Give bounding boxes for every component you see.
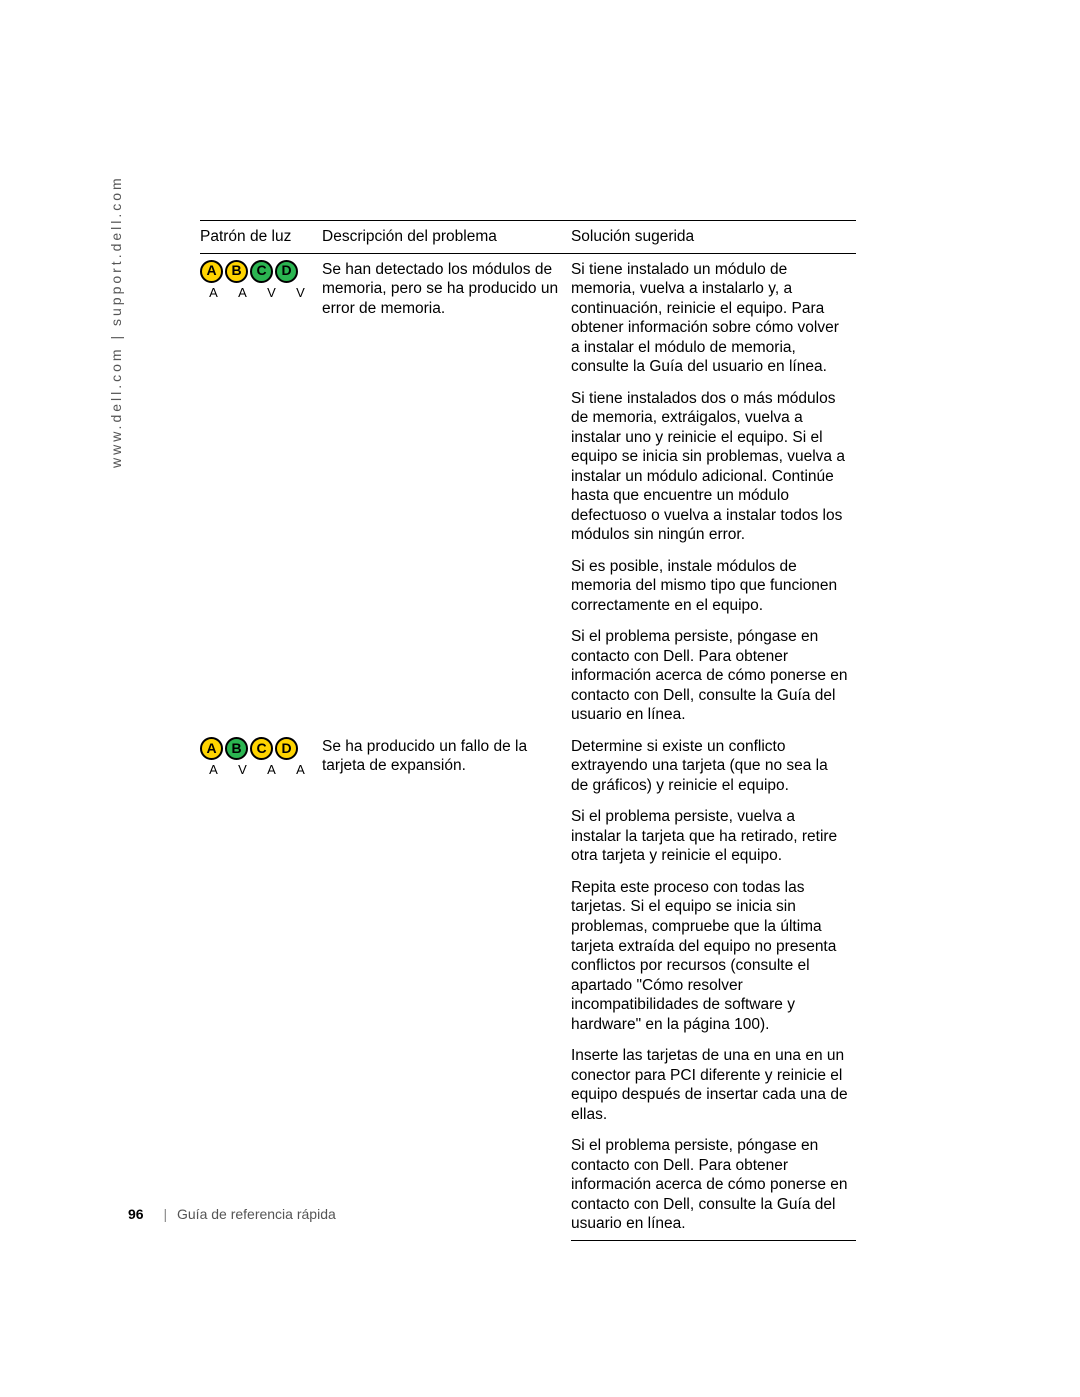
table-row: ABCDAAVVSe han detectado los módulos de … — [200, 253, 856, 383]
diagnostic-light-icon: A — [200, 737, 223, 760]
light-label: A — [229, 285, 256, 301]
solution-cell: Si el problema persiste, vuelva a instal… — [571, 801, 856, 872]
labels-row: AVAA — [200, 762, 314, 778]
light-label: V — [258, 285, 285, 301]
solution-text: Si es posible, instale módulos de memori… — [571, 557, 848, 616]
diagnostic-light-icon: C — [250, 737, 273, 760]
diagnostic-light-icon: C — [250, 260, 273, 283]
header-description: Descripción del problema — [322, 221, 571, 254]
light-label: V — [287, 285, 314, 301]
solution-cell: Si tiene instalados dos o más módulos de… — [571, 383, 856, 551]
solution-text: Determine si existe un conflicto extraye… — [571, 737, 848, 796]
light-label: A — [287, 762, 314, 778]
light-pattern: ABCDAAVV — [200, 260, 314, 301]
page-footer: 96 | Guía de referencia rápida — [128, 1206, 336, 1222]
page-number: 96 — [128, 1206, 144, 1222]
solution-text: Si el problema persiste, vuelva a instal… — [571, 807, 848, 866]
solution-cell: Inserte las tarjetas de una en una en un… — [571, 1040, 856, 1130]
solution-cell: Si tiene instalado un módulo de memoria,… — [571, 253, 856, 383]
footer-title: Guía de referencia rápida — [177, 1206, 336, 1222]
description-cell: Se ha producido un fallo de la tarjeta d… — [322, 731, 571, 1240]
lights-row: ABCD — [200, 737, 298, 760]
lights-row: ABCD — [200, 260, 298, 283]
table-header-row: Patrón de luz Descripción del problema S… — [200, 221, 856, 254]
footer-separator: | — [163, 1206, 167, 1222]
solution-cell: Si es posible, instale módulos de memori… — [571, 551, 856, 622]
light-pattern: ABCDAVAA — [200, 737, 314, 778]
solution-text: Si el problema persiste, póngase en cont… — [571, 627, 848, 725]
diagnostic-light-icon: B — [225, 737, 248, 760]
table-body: ABCDAAVVSe han detectado los módulos de … — [200, 253, 856, 1240]
solution-text: Si tiene instalado un módulo de memoria,… — [571, 260, 848, 377]
solution-cell: Repita este proceso con todas las tarjet… — [571, 872, 856, 1040]
solution-text: Si el problema persiste, póngase en cont… — [571, 1136, 848, 1234]
light-label: V — [229, 762, 256, 778]
diagnostic-light-icon: B — [225, 260, 248, 283]
header-pattern: Patrón de luz — [200, 221, 322, 254]
light-label: A — [258, 762, 285, 778]
labels-row: AAVV — [200, 285, 314, 301]
solution-cell: Si el problema persiste, póngase en cont… — [571, 1130, 856, 1240]
solution-text: Inserte las tarjetas de una en una en un… — [571, 1046, 848, 1124]
solution-text: Si tiene instalados dos o más módulos de… — [571, 389, 848, 545]
header-solution: Solución sugerida — [571, 221, 856, 254]
light-label: A — [200, 762, 227, 778]
table-row: ABCDAVAASe ha producido un fallo de la t… — [200, 731, 856, 802]
description-cell: Se han detectado los módulos de memoria,… — [322, 253, 571, 731]
pattern-cell: ABCDAVAA — [200, 731, 322, 1240]
solution-cell: Determine si existe un conflicto extraye… — [571, 731, 856, 802]
light-label: A — [200, 285, 227, 301]
solution-text: Repita este proceso con todas las tarjet… — [571, 878, 848, 1034]
diagnostic-light-icon: D — [275, 260, 298, 283]
side-url-text: www.dell.com | support.dell.com — [108, 175, 124, 468]
page-content: Patrón de luz Descripción del problema S… — [200, 220, 856, 1241]
diagnostic-light-icon: D — [275, 737, 298, 760]
pattern-cell: ABCDAAVV — [200, 253, 322, 731]
diagnostics-table: Patrón de luz Descripción del problema S… — [200, 220, 856, 1241]
diagnostic-light-icon: A — [200, 260, 223, 283]
solution-cell: Si el problema persiste, póngase en cont… — [571, 621, 856, 731]
